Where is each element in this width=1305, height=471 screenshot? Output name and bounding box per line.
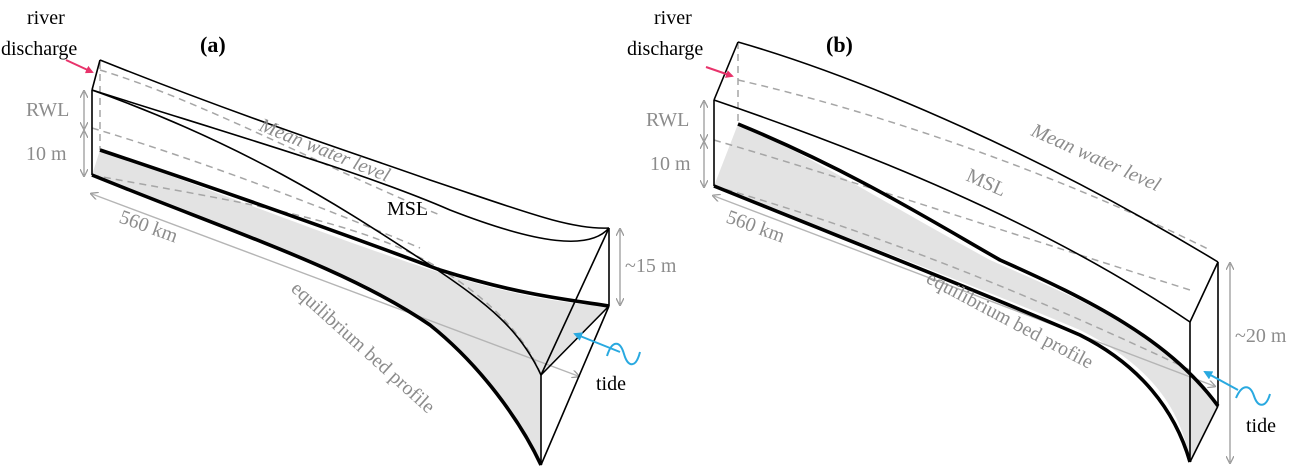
panel-b-river-label-line1: river (654, 7, 692, 29)
panel-b-top-back-edge (737, 41, 1219, 263)
panel-b-river-arrow (705, 66, 734, 78)
panel-a-upstream-top-edge (91, 59, 101, 91)
panel-b-depth-label: 10 m (650, 153, 691, 175)
panel-b-rwl-label: RWL (646, 109, 689, 131)
panel-a-mouth-depth-label: ~15 m (625, 255, 677, 277)
panel-b-bed-thick-bottom (713, 184, 1192, 463)
panel-b-bed-thick-top (737, 122, 1220, 408)
panel-a-tide-label: tide (596, 373, 626, 395)
panel-a-depth-label: 10 m (26, 143, 67, 165)
panel-a-top-surface-back (99, 59, 610, 229)
panel-b: (b) river discharge RWL 10 m 560 km Mean… (627, 7, 1287, 462)
panel-b-river-label-line2: discharge (627, 38, 703, 60)
panel-b-letter: (b) (826, 32, 853, 57)
panel-a-length-axis (92, 194, 578, 376)
panel-a-bed-fill (92, 150, 609, 465)
panel-a-letter: (a) (200, 32, 226, 57)
panel-b-tide-arrow (1203, 371, 1239, 391)
panel-a-bed-thick-bottom (91, 173, 543, 466)
panel-b-mouth-bottom-edge (1189, 405, 1219, 463)
panel-b-mouth-top-edge (1189, 261, 1219, 323)
panel-a-top-surface-front (91, 89, 610, 242)
panel-a-rwl-label: RWL (26, 99, 69, 121)
panel-b-tide-label: tide (1246, 415, 1276, 437)
panel-b-tide-wave-icon (1235, 386, 1271, 406)
panel-b-top-front-edge (713, 99, 1191, 323)
panel-b-length-axis (714, 196, 1214, 386)
panel-a-river-label-line2: discharge (1, 38, 77, 60)
panel-a-mean-water-level-label: Mean water level (255, 114, 393, 187)
panel-a-hidden-msl-line (91, 127, 421, 249)
panel-a-length-label: 560 km (116, 206, 181, 248)
panel-a-tide-wave-icon (606, 342, 641, 366)
panel-a: (a) river discharge RWL 10 m 560 km Mean… (1, 7, 677, 466)
panel-a-msl-curve (91, 89, 542, 376)
panel-a-river-arrow (65, 59, 94, 74)
panel-a-tide-arrow (573, 332, 621, 353)
panel-b-mouth-depth-label: ~20 m (1235, 325, 1287, 347)
panel-b-mean-water-level-label: Mean water level (1027, 119, 1164, 196)
panel-a-bed-thick-top (99, 148, 610, 308)
panel-a-msl-label: MSL (387, 198, 428, 220)
panel-a-river-label-line1: river (27, 7, 65, 29)
panel-b-msl-label: MSL (963, 164, 1010, 201)
